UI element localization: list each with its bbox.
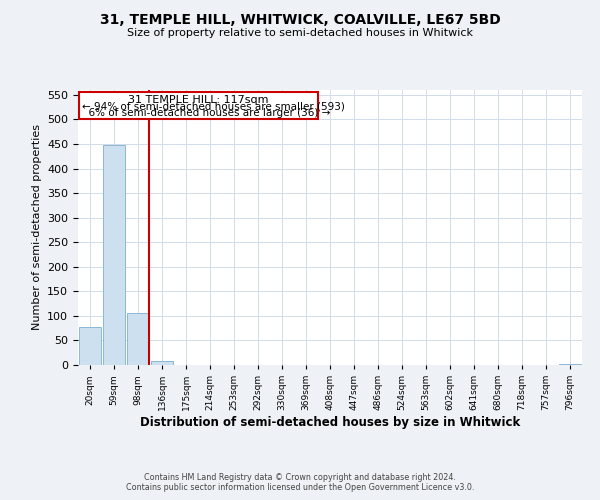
Text: ← 94% of semi-detached houses are smaller (593): ← 94% of semi-detached houses are smalle… xyxy=(82,102,344,112)
Bar xyxy=(151,360,173,365)
Bar xyxy=(559,364,581,365)
X-axis label: Distribution of semi-detached houses by size in Whitwick: Distribution of semi-detached houses by … xyxy=(140,416,520,429)
Bar xyxy=(127,313,149,365)
Text: Size of property relative to semi-detached houses in Whitwick: Size of property relative to semi-detach… xyxy=(127,28,473,38)
Text: 31 TEMPLE HILL: 117sqm: 31 TEMPLE HILL: 117sqm xyxy=(128,96,269,106)
Bar xyxy=(103,146,125,365)
Text: Contains HM Land Registry data © Crown copyright and database right 2024.
Contai: Contains HM Land Registry data © Crown c… xyxy=(126,473,474,492)
FancyBboxPatch shape xyxy=(79,92,318,120)
Bar xyxy=(79,327,101,365)
Y-axis label: Number of semi-detached properties: Number of semi-detached properties xyxy=(32,124,41,330)
Text: 31, TEMPLE HILL, WHITWICK, COALVILLE, LE67 5BD: 31, TEMPLE HILL, WHITWICK, COALVILLE, LE… xyxy=(100,12,500,26)
Text: 6% of semi-detached houses are larger (36) →: 6% of semi-detached houses are larger (3… xyxy=(82,108,330,118)
